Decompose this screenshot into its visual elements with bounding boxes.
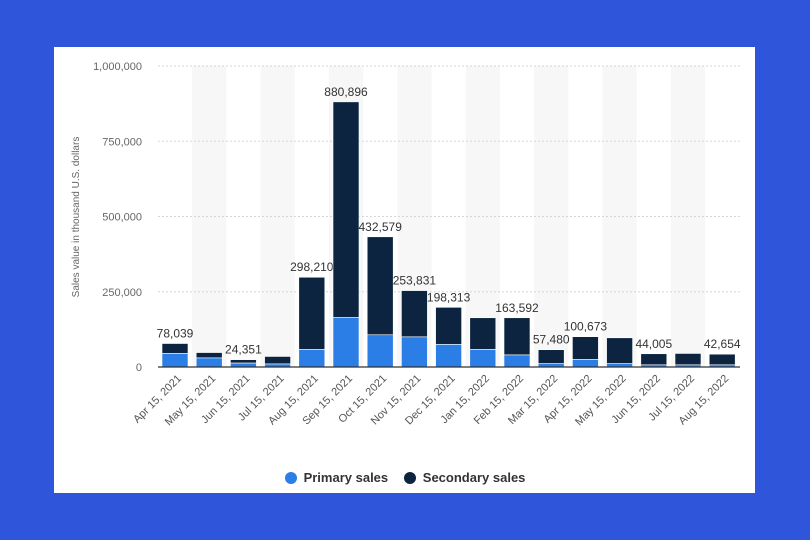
bar-primary: [332, 317, 360, 368]
bar-primary: [435, 344, 462, 368]
bar-primary: [572, 359, 599, 368]
y-tick-label: 1,000,000: [93, 61, 142, 73]
bar-secondary: [332, 101, 360, 318]
bar-secondary: [161, 343, 189, 354]
bar-secondary: [435, 307, 462, 345]
legend: Primary sales Secondary sales: [0, 470, 810, 487]
bar-secondary: [606, 337, 633, 364]
data-label: 100,673: [564, 320, 608, 334]
data-label: 198,313: [427, 290, 471, 304]
bar-secondary: [401, 290, 428, 338]
bar-primary: [469, 349, 497, 368]
bar-primary: [161, 353, 189, 368]
data-label: 432,579: [359, 220, 403, 234]
bar-primary: [503, 354, 531, 368]
bar-primary: [366, 334, 394, 368]
bar-secondary: [469, 317, 497, 350]
bar-secondary: [503, 317, 531, 356]
y-axis-title: Sales value in thousand U.S. dollars: [71, 137, 82, 298]
legend-label-secondary: Secondary sales: [422, 470, 526, 485]
column-band: [192, 66, 227, 367]
bar-primary: [401, 336, 428, 368]
y-tick-label: 750,000: [102, 136, 142, 148]
legend-label-primary: Primary sales: [303, 470, 389, 485]
bar-primary: [298, 349, 326, 368]
bar-secondary: [264, 356, 291, 365]
data-label: 253,831: [393, 274, 437, 288]
data-label: 44,005: [635, 337, 672, 351]
bar-secondary: [195, 352, 223, 359]
bar-secondary: [298, 276, 326, 350]
data-label: 42,654: [704, 337, 741, 351]
bar-secondary: [230, 359, 257, 364]
y-tick-label: 0: [136, 362, 142, 374]
y-tick-label: 250,000: [102, 287, 142, 299]
column-band: [260, 66, 295, 367]
data-label: 163,592: [495, 301, 539, 315]
data-label: 298,210: [290, 260, 334, 274]
data-label: 78,039: [157, 327, 194, 341]
data-label: 57,480: [533, 333, 570, 347]
bar-secondary: [572, 336, 599, 360]
bar-primary: [195, 357, 223, 368]
bar-secondary: [366, 236, 394, 336]
bar-secondary: [708, 353, 736, 366]
bar-secondary: [537, 349, 565, 364]
legend-item-secondary[interactable]: Secondary sales: [403, 470, 526, 485]
bar-secondary: [674, 353, 702, 366]
legend-item-primary[interactable]: Primary sales: [284, 470, 389, 485]
y-tick-label: 500,000: [102, 212, 142, 224]
data-label: 880,896: [324, 85, 368, 99]
secondary-swatch: [403, 471, 416, 484]
primary-swatch: [284, 471, 297, 484]
data-label: 24,351: [225, 343, 262, 357]
bar-secondary: [640, 353, 668, 366]
